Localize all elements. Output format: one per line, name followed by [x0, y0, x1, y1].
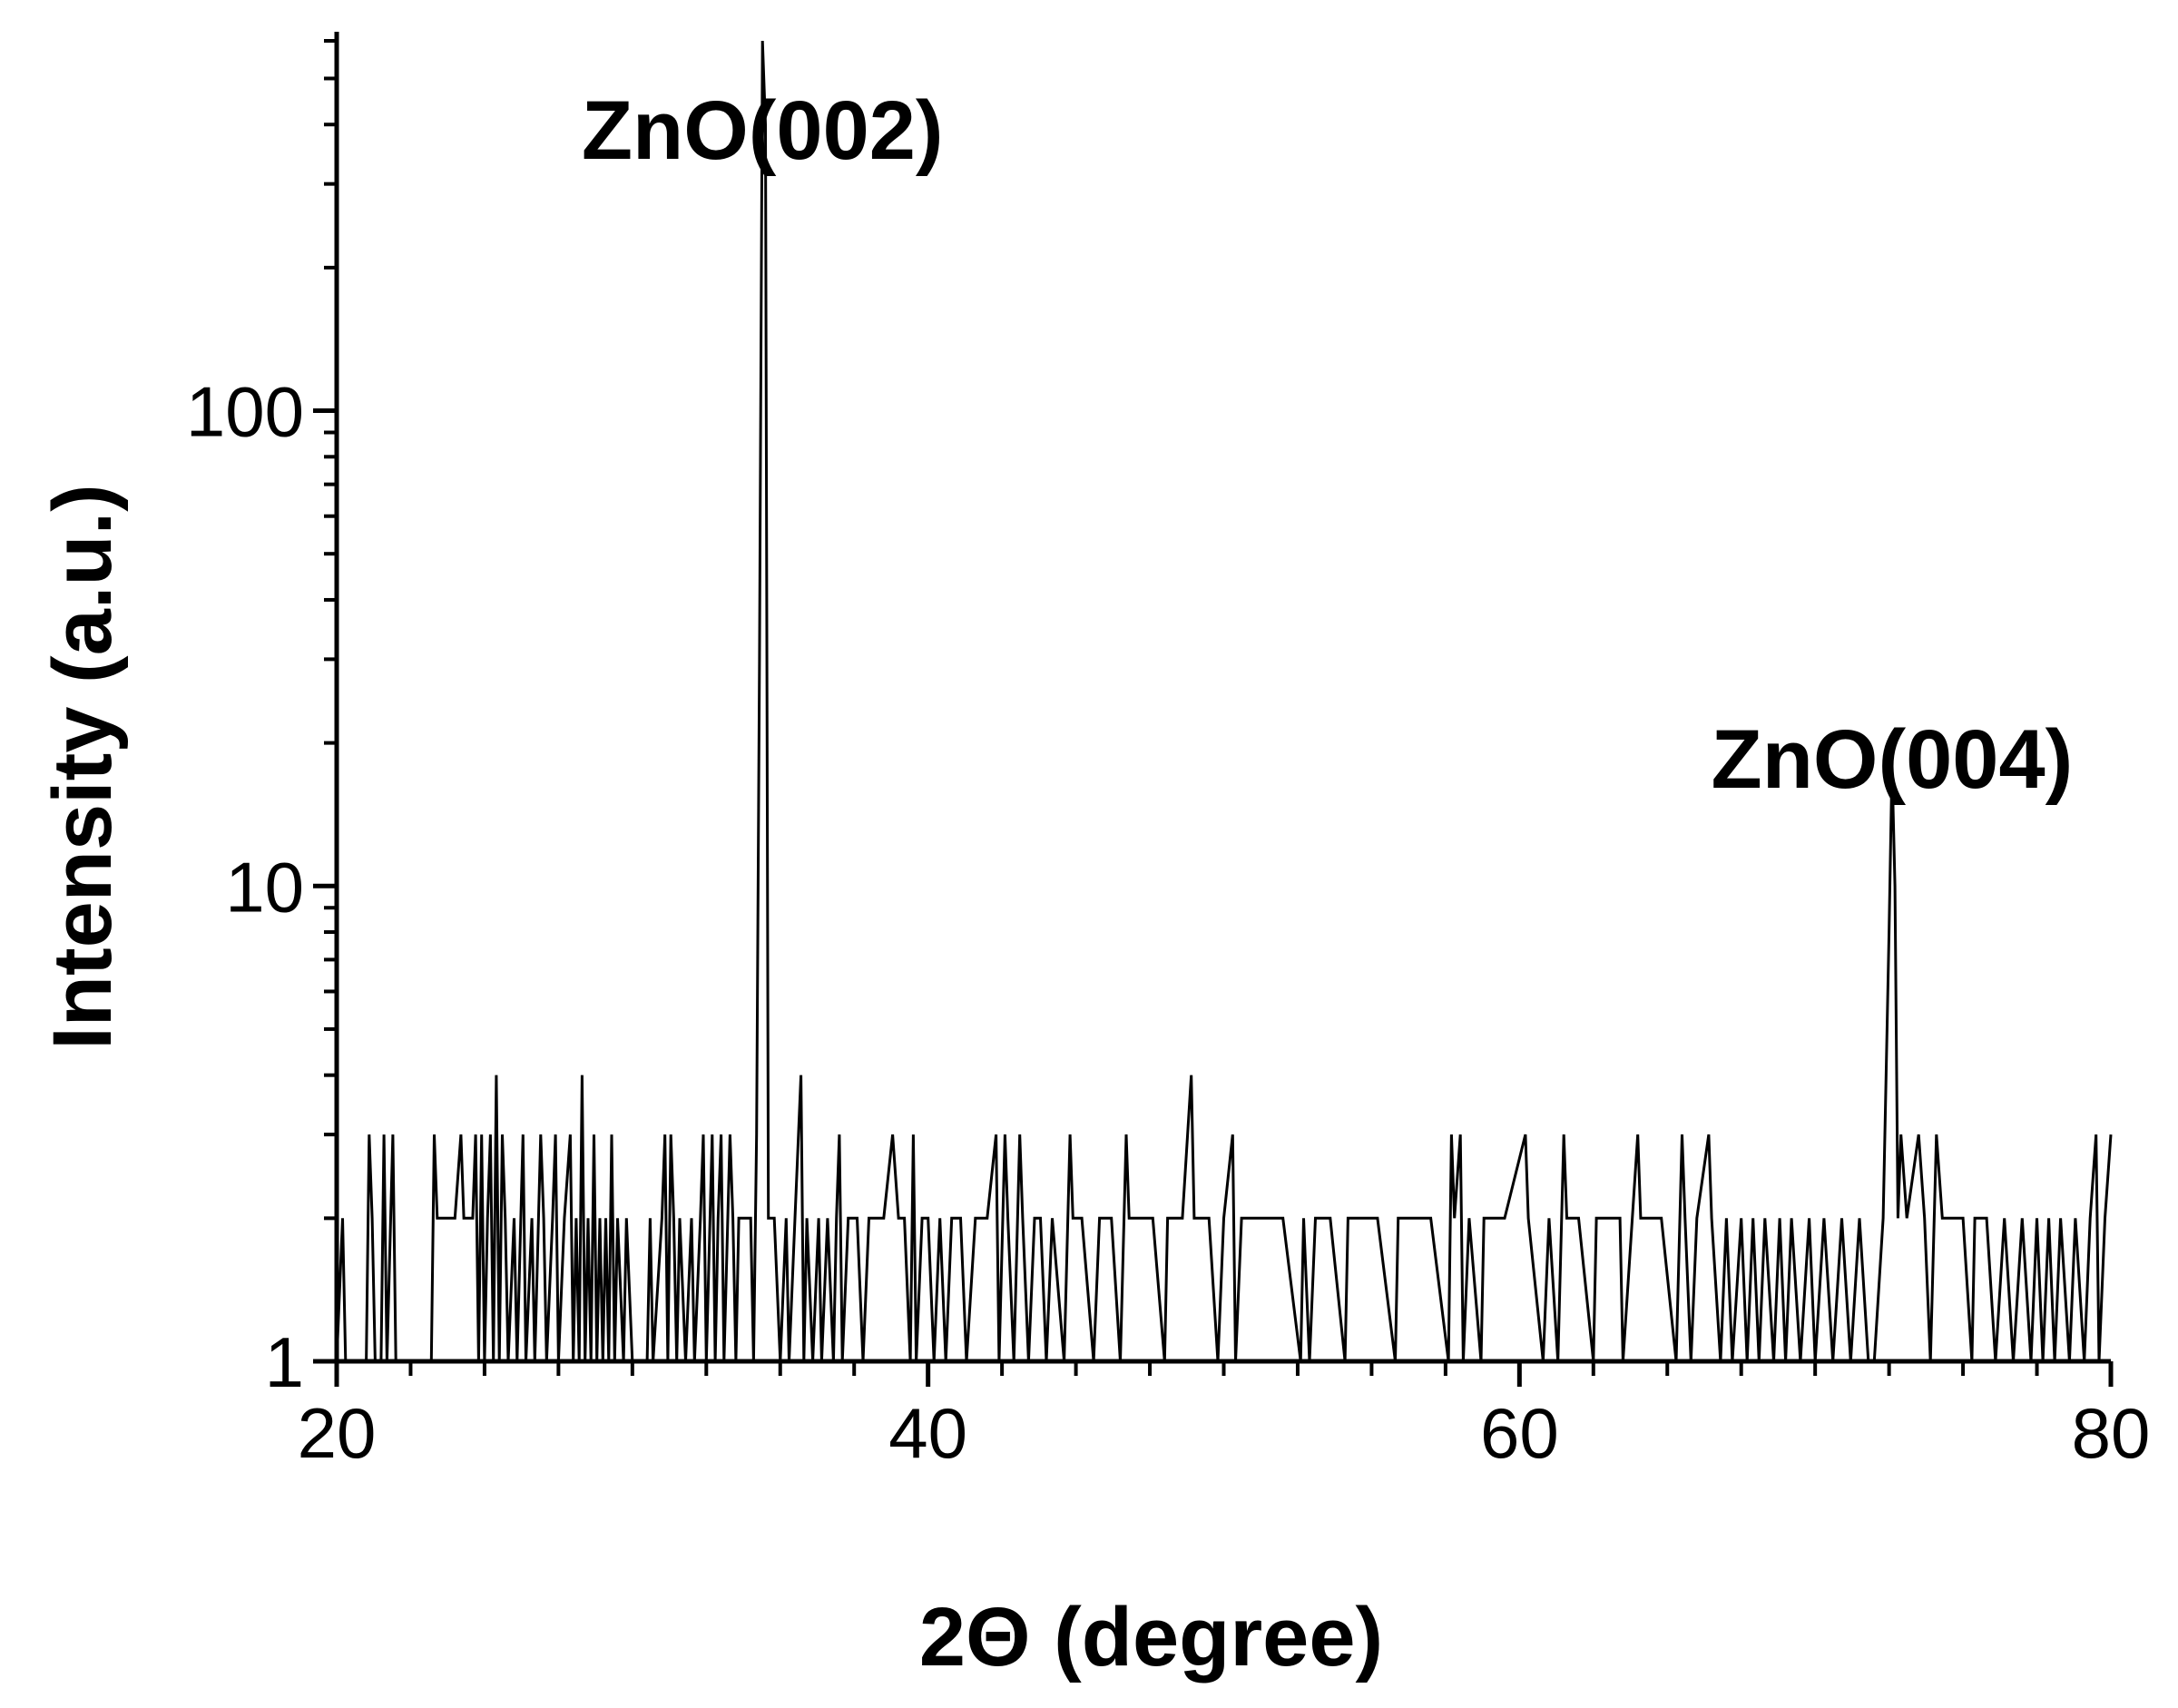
x-tick-label: 60 — [1480, 1393, 1559, 1473]
peak-annotation: ZnO(002) — [582, 84, 944, 177]
x-tick-label: 80 — [2072, 1393, 2151, 1473]
x-axis-title: 2Θ (degree) — [919, 1591, 1383, 1683]
y-tick-label: 1 — [265, 1322, 304, 1402]
xrd-intensity-series-0 — [335, 40, 2113, 1363]
y-tick-label: 10 — [225, 847, 304, 927]
annotation-layer: ZnO(002) ZnO(004) — [582, 84, 2073, 806]
y-tick-label: 100 — [186, 372, 304, 452]
y-axis-title: Intensity (a.u.) — [36, 484, 129, 1050]
tick-label-layer: 1 10 100 20 40 60 80 — [186, 372, 2151, 1473]
y-axis-ticks — [313, 39, 337, 1364]
data-series-layer — [335, 40, 2113, 1363]
peak-annotation: ZnO(004) — [1712, 713, 2074, 806]
x-axis-ticks — [334, 1361, 2114, 1387]
x-tick-label: 20 — [298, 1393, 377, 1473]
x-tick-label: 40 — [888, 1393, 967, 1473]
